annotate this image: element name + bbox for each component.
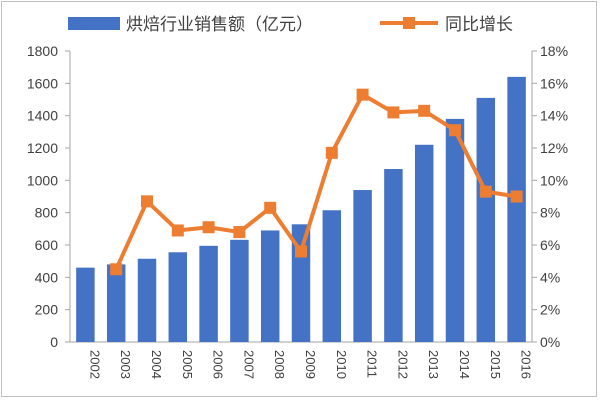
bar-2004 [137, 258, 157, 342]
growth-marker-2004 [141, 195, 153, 208]
x-tick-label: 2009 [303, 350, 318, 379]
growth-marker-2006 [202, 221, 215, 234]
bar-2002 [76, 267, 95, 342]
bar-2006 [199, 245, 218, 342]
growth-marker-2010 [325, 146, 338, 159]
growth-marker-2003 [110, 263, 123, 276]
x-tick-label: 2015 [488, 350, 503, 379]
x-tick-label: 2014 [457, 350, 472, 379]
left-tick-label: 1800 [27, 43, 58, 59]
growth-marker-2007 [233, 226, 246, 239]
growth-marker-2016 [510, 190, 523, 203]
right-tick-label: 6% [540, 237, 560, 253]
bar-2010 [322, 210, 342, 342]
bar-2012 [384, 169, 403, 342]
x-tick-label: 2006 [211, 350, 226, 379]
bar-2016 [507, 76, 526, 342]
x-tick-label: 2003 [118, 350, 133, 379]
growth-marker-2005 [171, 224, 184, 237]
left-tick-label: 0 [50, 334, 58, 350]
growth-marker-2011 [356, 88, 369, 101]
x-tick-label: 2010 [334, 350, 349, 379]
legend: 烘焙行业销售额（亿元） 同比增长 [68, 15, 513, 34]
x-tick-label: 2004 [149, 350, 164, 379]
left-tick-label: 200 [35, 302, 59, 318]
bar-2013 [414, 144, 434, 342]
left-tick-label: 1000 [27, 172, 58, 188]
bar-2003 [106, 264, 126, 342]
left-tick-label: 1200 [27, 140, 58, 156]
right-tick-label: 16% [540, 75, 568, 91]
right-tick-label: 10% [540, 172, 568, 188]
x-tick-label: 2002 [87, 350, 102, 379]
legend-line-label: 同比增长 [445, 15, 513, 34]
legend-bar-swatch [68, 17, 120, 30]
left-tick-label: 1600 [27, 75, 58, 91]
bar-2011 [353, 190, 372, 342]
x-tick-label: 2011 [365, 350, 380, 378]
growth-marker-2012 [387, 106, 400, 119]
right-tick-label: 2% [540, 302, 560, 318]
x-tick-label: 2016 [519, 350, 534, 379]
legend-line-marker [403, 17, 415, 29]
right-tick-label: 8% [540, 205, 560, 221]
legend-bar-label: 烘焙行业销售额（亿元） [126, 15, 313, 34]
right-tick-label: 4% [540, 269, 560, 285]
growth-marker-2013 [418, 104, 431, 117]
growth-marker-2015 [479, 185, 492, 198]
left-tick-label: 400 [35, 269, 59, 285]
right-tick-label: 0% [540, 334, 560, 350]
right-tick-label: 14% [540, 108, 568, 124]
growth-marker-2009 [295, 245, 307, 258]
growth-marker-2008 [264, 201, 277, 214]
right-tick-label: 12% [540, 140, 568, 156]
growth-marker-2014 [449, 124, 461, 137]
left-tick-label: 1400 [27, 108, 58, 124]
bar-2008 [260, 230, 280, 342]
bar-2007 [230, 239, 249, 342]
left-tick-label: 800 [35, 205, 59, 221]
x-tick-label: 2013 [426, 350, 441, 379]
x-tick-label: 2008 [272, 350, 287, 379]
x-tick-label: 2012 [395, 350, 410, 379]
bar-2015 [476, 97, 496, 342]
bar-2014 [445, 118, 465, 343]
x-tick-label: 2007 [241, 350, 256, 379]
bar-2005 [168, 252, 188, 342]
left-tick-label: 600 [35, 237, 59, 253]
right-tick-label: 18% [540, 43, 568, 59]
x-tick-label: 2005 [180, 350, 195, 379]
